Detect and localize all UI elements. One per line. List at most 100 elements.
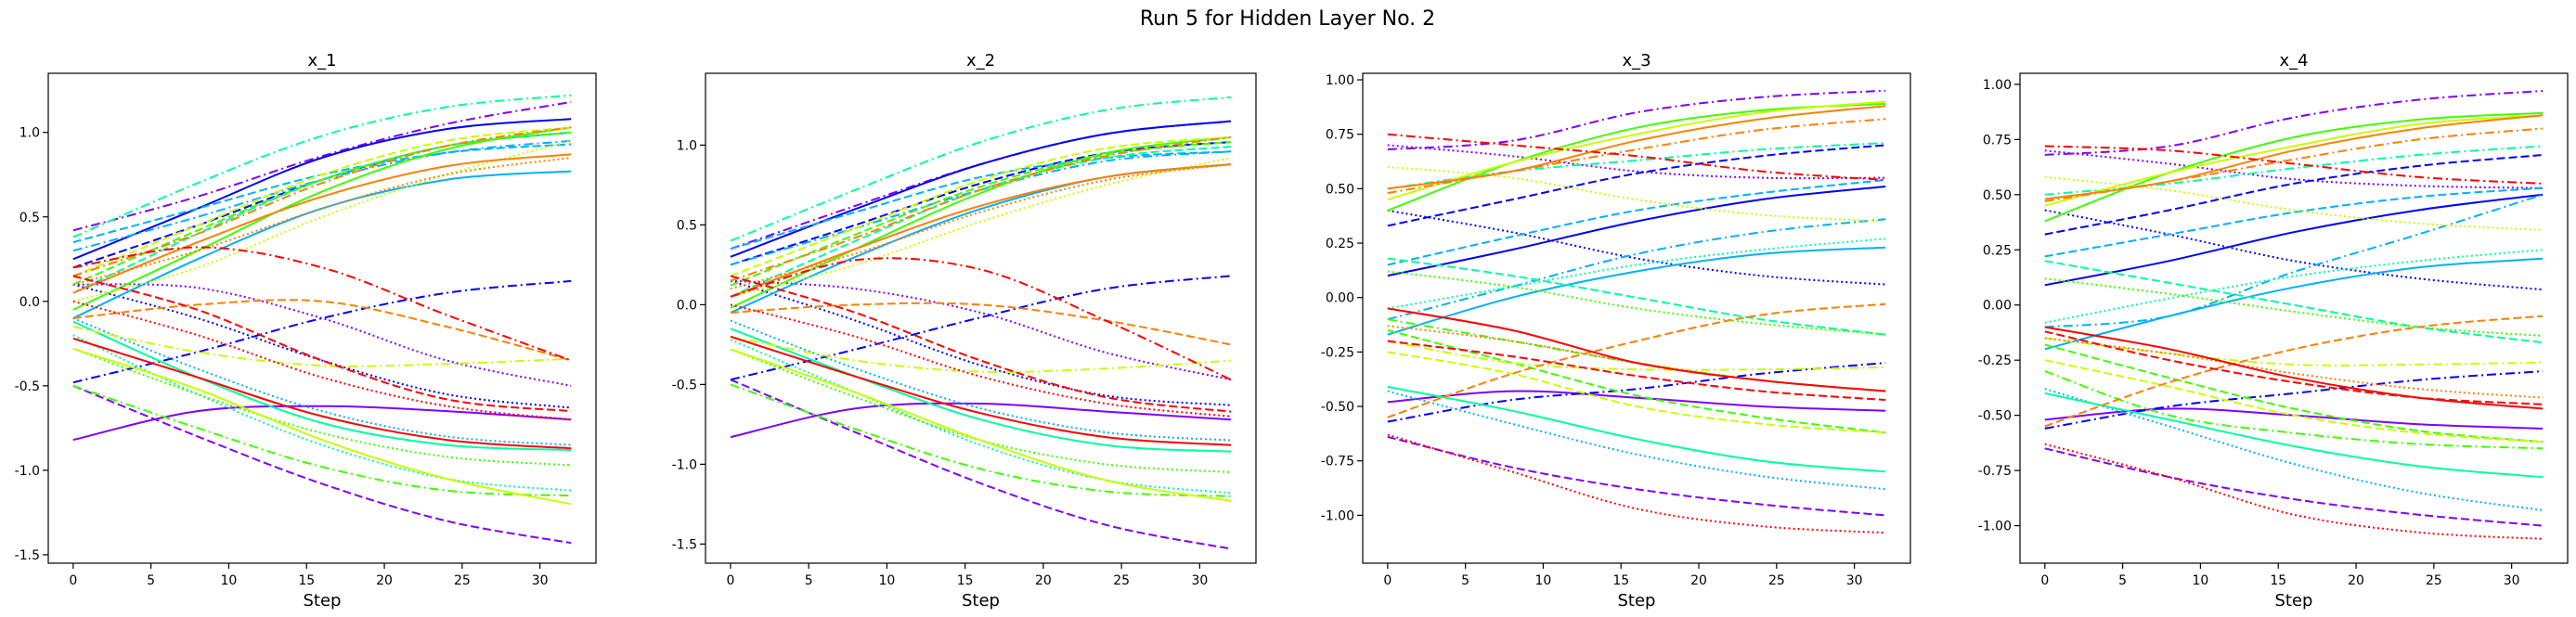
series-line-2 — [1387, 435, 1886, 517]
subplot-x-3: 0 5 10 15 20 25 30 -1.00 -0.75 -0.50 -0.25 0.00 0.25… — [1321, 51, 1911, 611]
series-line-13 — [1387, 385, 1886, 473]
series-line-19 — [730, 383, 1232, 497]
series-line-16 — [2044, 249, 2544, 324]
series-line-23 — [2044, 337, 2544, 366]
series-line-20 — [72, 347, 572, 467]
y-tick-label: -0.50 — [1978, 409, 2012, 424]
x-tick-label: 20 — [376, 573, 393, 588]
series-line-32 — [1387, 433, 1886, 534]
series-line-24 — [72, 139, 572, 302]
series-line-29 — [730, 335, 1232, 446]
series-line-4 — [2044, 149, 2544, 189]
x-tick-label: 15 — [2270, 573, 2286, 588]
series-line-22 — [730, 135, 1232, 277]
x-axis-label: Step — [962, 591, 1000, 611]
subplot-title: x_1 — [307, 51, 336, 71]
x-tick-label: 25 — [2426, 573, 2442, 588]
y-tick-label: 1.00 — [1326, 73, 1354, 88]
x-tick-label: 15 — [298, 573, 315, 588]
series-line-5 — [1387, 186, 1886, 277]
subplot-x-4: 0 5 10 15 20 25 30 -1.00 -0.75 -0.50 -0.25 0.00 0.25… — [1978, 51, 2569, 611]
x-tick-label: 20 — [1690, 573, 1707, 588]
series-line-22 — [1387, 351, 1886, 434]
series-line-15 — [730, 96, 1232, 242]
series-line-16 — [1387, 238, 1886, 310]
y-tick-label: -0.75 — [1978, 464, 2012, 479]
series-line-1 — [730, 402, 1232, 439]
series-line-23 — [1387, 340, 1886, 371]
series-group — [730, 96, 1232, 550]
series-line-28 — [2044, 337, 2544, 399]
series-line-27 — [730, 135, 1232, 282]
y-tick-label: 0.00 — [1983, 299, 2012, 314]
x-tick-label: 0 — [69, 573, 77, 588]
series-line-15 — [72, 94, 572, 238]
x-tick-label: 20 — [2348, 573, 2364, 588]
y-tick-label: -1.0 — [15, 464, 40, 479]
series-line-21 — [2044, 114, 2544, 207]
series-line-15 — [1387, 142, 1886, 190]
y-tick-label: 0.75 — [1983, 133, 2012, 148]
y-tick-label: -1.00 — [1321, 508, 1354, 523]
x-tick-label: 30 — [2504, 573, 2520, 588]
series-line-21 — [730, 348, 1232, 502]
x-tick-label: 25 — [454, 573, 471, 588]
y-tick-label: 0.5 — [677, 218, 697, 233]
series-line-12 — [1387, 390, 1886, 491]
x-tick-label: 15 — [1612, 573, 1629, 588]
series-line-2 — [72, 384, 572, 545]
y-tick-label: -1.5 — [672, 537, 697, 552]
x-tick-label: 0 — [1383, 573, 1392, 588]
y-tick-label: -0.75 — [1321, 455, 1354, 469]
y-tick-label: -0.5 — [672, 378, 697, 392]
series-line-4 — [72, 283, 572, 387]
y-tick-label: -0.25 — [1978, 353, 2012, 368]
series-line-24 — [1387, 165, 1886, 223]
series-line-31 — [72, 246, 572, 362]
x-tick-label: 5 — [1461, 573, 1469, 588]
series-line-29 — [72, 337, 572, 450]
subplot-title: x_4 — [2279, 51, 2308, 71]
series-line-8 — [2044, 209, 2544, 291]
y-tick-label: 0.5 — [19, 211, 40, 225]
x-tick-label: 30 — [532, 573, 549, 588]
axes-frame — [705, 72, 1257, 564]
series-line-24 — [2044, 175, 2544, 231]
x-tick-label: 10 — [879, 573, 896, 588]
series-line-10 — [1387, 179, 1886, 266]
series-line-30 — [72, 275, 572, 413]
subplot-title: x_3 — [1622, 51, 1650, 71]
y-tick-label: -0.50 — [1321, 400, 1354, 415]
series-line-2 — [2044, 447, 2544, 527]
axes-frame — [47, 72, 597, 564]
x-tick-label: 0 — [2040, 573, 2049, 588]
series-line-18 — [2044, 343, 2544, 443]
x-tick-label: 10 — [1535, 573, 1552, 588]
series-line-6 — [730, 141, 1232, 266]
series-line-20 — [2044, 277, 2544, 337]
x-axis-label: Step — [1618, 591, 1656, 611]
y-tick-label: 1.00 — [1983, 78, 2012, 93]
y-tick-label: 0.50 — [1983, 188, 2012, 203]
series-line-13 — [72, 320, 572, 451]
y-tick-label: -1.0 — [672, 457, 697, 472]
series-line-4 — [730, 279, 1232, 381]
series-line-5 — [72, 118, 572, 261]
series-line-13 — [730, 328, 1232, 453]
x-tick-label: 20 — [1035, 573, 1052, 588]
x-tick-label: 5 — [147, 573, 155, 588]
series-group — [72, 94, 572, 545]
series-line-13 — [2044, 392, 2544, 479]
x-tick-label: 25 — [1768, 573, 1785, 588]
x-axis-label: Step — [2275, 591, 2313, 611]
series-line-19 — [72, 384, 572, 497]
series-line-12 — [730, 319, 1232, 442]
y-tick-label: 0.25 — [1326, 237, 1354, 251]
series-line-2 — [730, 379, 1232, 550]
x-tick-label: 30 — [1191, 573, 1208, 588]
y-tick-label: 0.0 — [19, 295, 40, 310]
x-tick-label: 5 — [2118, 573, 2127, 588]
y-tick-label: 1.0 — [677, 138, 697, 153]
